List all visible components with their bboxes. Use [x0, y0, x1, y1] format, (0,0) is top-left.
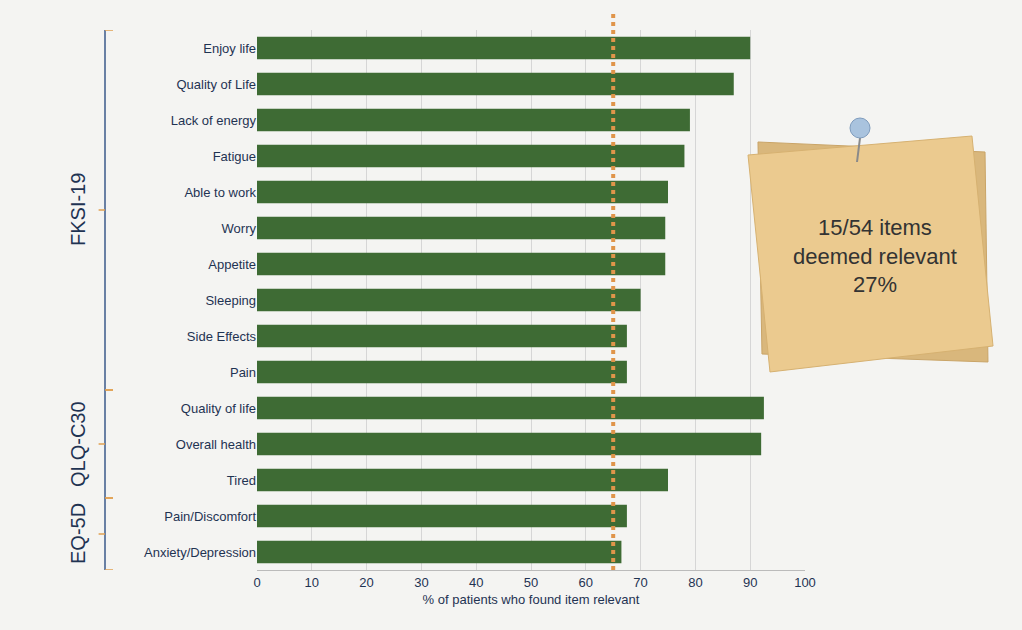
svg-text:Pain: Pain — [230, 365, 256, 380]
svg-text:40: 40 — [469, 575, 483, 590]
svg-text:Enjoy life: Enjoy life — [203, 41, 256, 56]
svg-text:Quality of life: Quality of life — [181, 401, 256, 416]
svg-text:60: 60 — [579, 575, 593, 590]
svg-text:50: 50 — [524, 575, 538, 590]
svg-text:% of patients who found item r: % of patients who found item relevant — [423, 592, 640, 607]
svg-text:10: 10 — [305, 575, 319, 590]
svg-text:Quality of Life: Quality of Life — [177, 77, 257, 92]
svg-text:100: 100 — [794, 575, 816, 590]
svg-text:Overall health: Overall health — [176, 437, 256, 452]
svg-text:QLQ-C30: QLQ-C30 — [67, 401, 89, 487]
svg-text:80: 80 — [688, 575, 702, 590]
svg-text:Side Effects: Side Effects — [187, 329, 257, 344]
svg-text:30: 30 — [414, 575, 428, 590]
svg-text:Able to work: Able to work — [184, 185, 256, 200]
svg-text:Tired: Tired — [227, 473, 256, 488]
svg-text:15/54 itemsdeemed relevant27%: 15/54 itemsdeemed relevant27% — [793, 215, 957, 297]
svg-text:Lack of energy: Lack of energy — [171, 113, 257, 128]
svg-text:EQ-5D: EQ-5D — [67, 503, 89, 564]
svg-text:FKSI-19: FKSI-19 — [67, 173, 89, 246]
svg-text:20: 20 — [359, 575, 373, 590]
svg-text:Appetite: Appetite — [208, 257, 256, 272]
svg-text:70: 70 — [633, 575, 647, 590]
svg-text:0: 0 — [253, 575, 260, 590]
svg-text:Sleeping: Sleeping — [205, 293, 256, 308]
svg-text:Worry: Worry — [222, 221, 257, 236]
svg-text:Fatigue: Fatigue — [213, 149, 256, 164]
svg-text:Pain/Discomfort: Pain/Discomfort — [164, 509, 256, 524]
svg-text:90: 90 — [743, 575, 757, 590]
svg-text:Anxiety/Depression: Anxiety/Depression — [144, 545, 256, 560]
